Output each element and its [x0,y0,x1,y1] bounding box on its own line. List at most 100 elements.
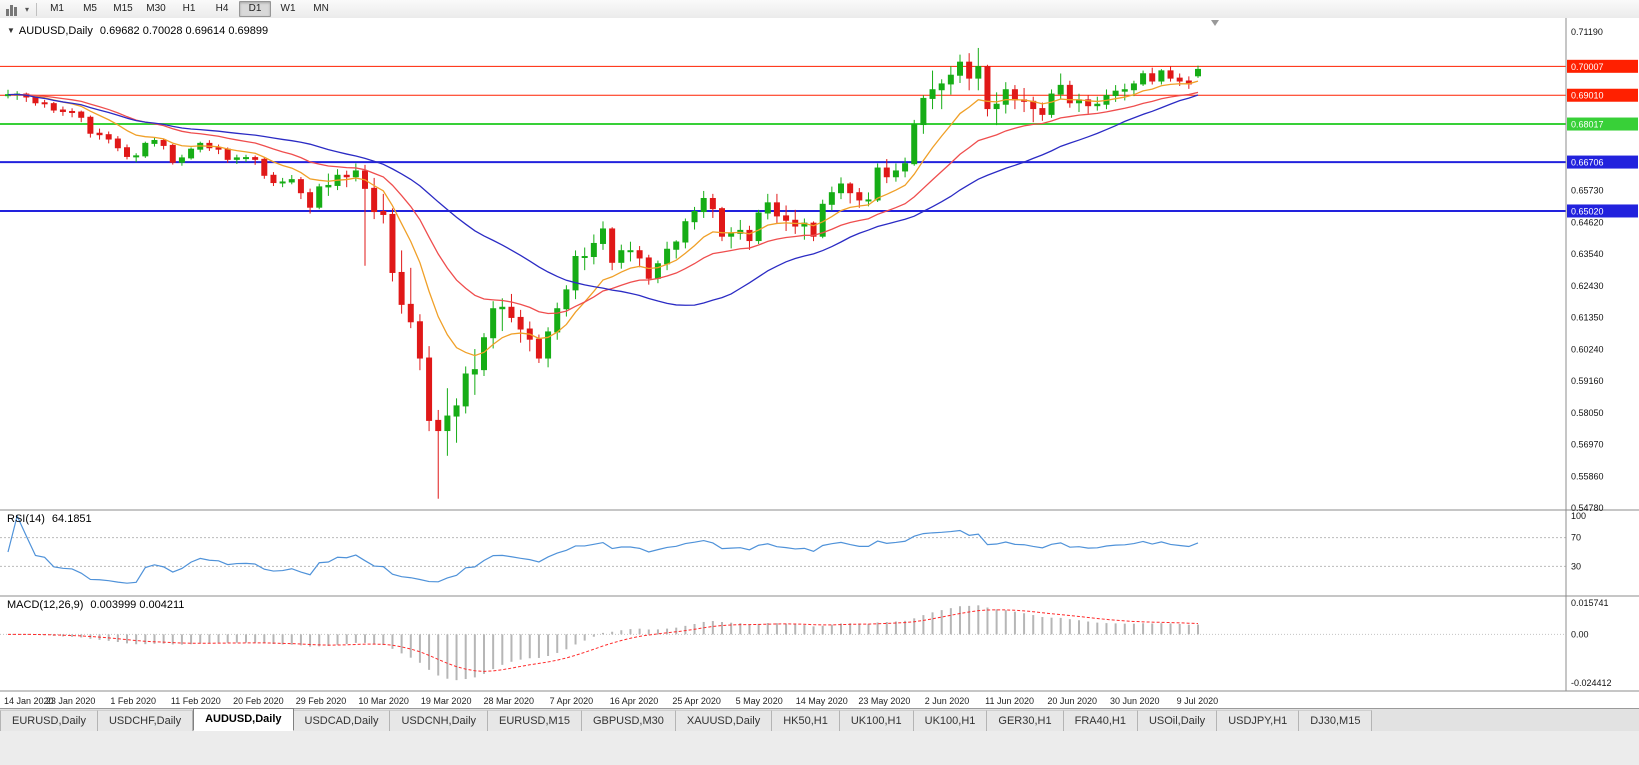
svg-text:0.69010: 0.69010 [1571,91,1604,101]
macd-values: 0.003999 0.004211 [90,599,185,611]
svg-text:0.54780: 0.54780 [1571,503,1604,513]
svg-text:0.63540: 0.63540 [1571,249,1604,259]
svg-text:30: 30 [1571,561,1581,571]
support-resistance-lines[interactable] [0,65,1566,212]
chart-tab-eurusd-daily[interactable]: EURUSD,Daily [0,710,98,731]
chart-tab-hk50-h1[interactable]: HK50,H1 [772,710,840,731]
chart-tab-uk100-h1[interactable]: UK100,H1 [839,710,914,731]
chart-title: ▼ AUDUSD,Daily 0.69682 0.70028 0.69614 0.6… [7,25,268,37]
macd-pane: 0.015741 0.00 -0.024412 [0,598,1612,688]
price-badge [1567,204,1638,218]
rsi-value: 64.1851 [51,513,92,525]
timeframe-button-mn[interactable]: MN [313,3,329,14]
chart-tab-audusd-daily[interactable]: AUDUSD,Daily [193,708,294,731]
chart-tab-usoil-daily[interactable]: USOil,Daily [1137,710,1218,731]
svg-text:29 Feb 2020: 29 Feb 2020 [296,696,347,706]
svg-text:1 Feb 2020: 1 Feb 2020 [110,696,156,706]
statusbar-filler [0,731,1639,765]
macd-label: MACD(12,26,9) 0.003999 0.004211 [7,599,184,611]
svg-text:14 May 2020: 14 May 2020 [796,696,848,706]
timeframe-button-m15[interactable]: M15 [113,3,133,14]
svg-text:11 Feb 2020: 11 Feb 2020 [171,696,221,706]
chart-tab-usdcad-daily[interactable]: USDCAD,Daily [293,710,391,731]
svg-text:16 Apr 2020: 16 Apr 2020 [610,696,659,706]
chart-tab-gbpusd-m30[interactable]: GBPUSD,M30 [581,710,676,731]
timeframe-button-m5[interactable]: M5 [83,3,97,14]
chart-tab-eurusd-m15[interactable]: EURUSD,M15 [488,710,582,731]
chart-shift-marker [1211,20,1219,26]
chevron-down-icon[interactable]: ▾ [25,4,30,14]
svg-text:0.64620: 0.64620 [1571,218,1604,228]
svg-text:0.70007: 0.70007 [1571,62,1604,72]
moving-averages-layer [7,80,1199,357]
svg-text:0.71190: 0.71190 [1571,27,1603,37]
svg-text:0.00: 0.00 [1571,629,1589,639]
svg-text:19 Mar 2020: 19 Mar 2020 [421,696,472,706]
timeframe-button-h4[interactable]: H4 [215,3,229,14]
timeframe-button-m1[interactable]: M1 [50,3,64,14]
chart-tab-fra40-h1[interactable]: FRA40,H1 [1063,710,1138,731]
svg-text:9 Jul 2020: 9 Jul 2020 [1177,696,1219,706]
rsi-name: RSI(14) [7,513,45,525]
svg-text:0.58050: 0.58050 [1571,408,1604,418]
svg-text:0.66706: 0.66706 [1571,158,1604,168]
timeframe-button-w1[interactable]: W1 [280,3,296,14]
svg-text:0.65020: 0.65020 [1571,206,1604,216]
chart-type-icon[interactable] [6,3,20,16]
chart-tab-uk100-h1[interactable]: UK100,H1 [913,710,988,731]
price-badge [1567,88,1638,102]
chart-tab-xauusd-daily[interactable]: XAUUSD,Daily [675,710,773,731]
chart-area[interactable]: 100 70 30 0.015741 0.00 -0.024412 0.71190 0.657… [0,18,1639,708]
toolbar-separator [36,2,38,16]
svg-text:0.62430: 0.62430 [1571,281,1604,291]
collapse-chart-icon[interactable]: ▼ [7,26,15,35]
svg-text:0.60240: 0.60240 [1571,345,1604,355]
price-badge [1567,155,1638,169]
macd-name: MACD(12,26,9) [7,599,84,611]
svg-text:100: 100 [1571,511,1586,521]
ohlc-values: 0.69682 0.70028 0.69614 0.69899 [99,25,269,37]
svg-text:5 May 2020: 5 May 2020 [736,696,783,706]
svg-text:20 Feb 2020: 20 Feb 2020 [233,696,284,706]
price-chart-canvas[interactable]: 100 70 30 0.015741 0.00 -0.024412 0.71190 0.657… [0,18,1639,708]
svg-text:0.61350: 0.61350 [1571,312,1604,322]
chart-tab-usdchf-daily[interactable]: USDCHF,Daily [97,710,194,731]
price-axis: 0.71190 0.65730 0.64620 0.63540 0.62430 0.613… [0,18,1639,692]
timeframe-button-h1[interactable]: H1 [182,3,196,14]
svg-text:2 Jun 2020: 2 Jun 2020 [925,696,970,706]
svg-text:25 Apr 2020: 25 Apr 2020 [672,696,721,706]
svg-text:0.65730: 0.65730 [1571,185,1604,195]
timeframe-buttons: M1 M5 M15 M30 H1 H4 D1 W1 MN [41,1,337,17]
svg-text:30 Jun 2020: 30 Jun 2020 [1110,696,1160,706]
chart-tab-ger30-h1[interactable]: GER30,H1 [987,710,1064,731]
timeframe-button-d1[interactable]: D1 [239,1,272,17]
candles-layer [5,47,1201,499]
symbol-period-label: AUDUSD,Daily [18,25,93,37]
svg-text:0.55860: 0.55860 [1571,472,1604,482]
rsi-pane: 100 70 30 [0,511,1586,584]
svg-text:11 Jun 2020: 11 Jun 2020 [985,696,1034,706]
svg-text:23 May 2020: 23 May 2020 [858,696,910,706]
price-badge [1567,117,1638,131]
svg-text:7 Apr 2020: 7 Apr 2020 [550,696,594,706]
price-badge [1567,59,1638,73]
svg-text:10 Mar 2020: 10 Mar 2020 [358,696,409,706]
timeframe-button-m30[interactable]: M30 [146,3,166,14]
chart-tabbar: EURUSD,Daily USDCHF,Daily AUDUSD,Daily USDC… [0,708,1639,731]
macd-signal-line [7,609,1199,672]
svg-text:70: 70 [1571,533,1581,543]
chart-tab-usdcnh-daily[interactable]: USDCNH,Daily [390,710,489,731]
rsi-label: RSI(14) 64.1851 [7,513,92,525]
svg-text:20 Jun 2020: 20 Jun 2020 [1047,696,1097,706]
chart-tab-dj30-m15[interactable]: DJ30,M15 [1299,710,1373,731]
svg-text:0.68017: 0.68017 [1571,120,1604,130]
rsi-line [7,514,1199,584]
svg-text:23 Jan 2020: 23 Jan 2020 [46,696,96,706]
svg-text:0.015741: 0.015741 [1571,598,1609,608]
chart-tab-usdjpy-h1[interactable]: USDJPY,H1 [1217,710,1300,731]
svg-text:-0.024412: -0.024412 [1571,678,1612,688]
svg-text:28 Mar 2020: 28 Mar 2020 [484,696,535,706]
svg-text:14 Jan 2020: 14 Jan 2020 [4,696,54,706]
